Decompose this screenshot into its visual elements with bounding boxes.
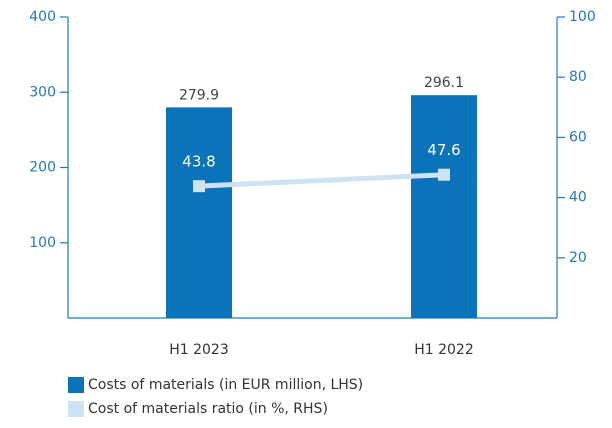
y2-tick-label: 40 [569,190,587,206]
ratio-marker [193,180,205,193]
x-tick-label: H1 2023 [169,342,229,358]
ratio-marker [438,168,450,181]
legend-swatch [68,401,84,417]
ratio-value-label: 47.6 [427,141,460,159]
y2-tick-label: 80 [569,69,587,85]
x-tick-label: H1 2022 [414,342,474,358]
bar-value-label: 296.1 [424,75,464,91]
legend-label: Costs of materials (in EUR million, LHS) [88,377,363,393]
legend-label: Cost of materials ratio (in %, RHS) [88,401,328,417]
y2-tick-label: 60 [569,129,587,145]
y-tick-label: 100 [29,235,56,251]
y-tick-label: 400 [29,9,56,25]
ratio-value-label: 43.8 [182,153,215,171]
bar [411,95,477,318]
y2-tick-label: 20 [569,250,587,266]
legend-swatch [68,377,84,393]
y-tick-label: 300 [29,84,56,100]
y2-tick-label: 100 [569,9,596,25]
bar-value-label: 279.9 [179,87,219,103]
y-tick-label: 200 [29,160,56,176]
ratio-line [198,172,445,189]
bar [166,107,232,319]
